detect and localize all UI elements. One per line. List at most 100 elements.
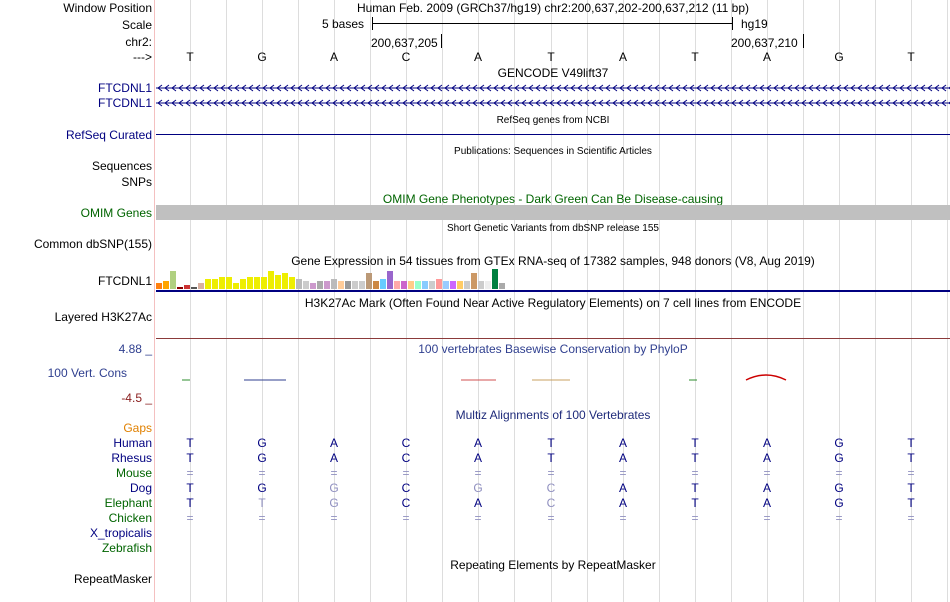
gencode-gene-1-track[interactable] <box>156 82 950 94</box>
gtex-tissue-bar[interactable] <box>282 273 288 289</box>
base-guide-line <box>551 0 552 602</box>
conservation-track[interactable] <box>156 370 950 384</box>
gtex-tissue-bar[interactable] <box>317 281 323 289</box>
gtex-tissue-bar[interactable] <box>443 281 449 289</box>
gtex-tissue-bar[interactable] <box>394 281 400 289</box>
multiz-title[interactable]: Multiz Alignments of 100 Vertebrates <box>455 408 651 422</box>
refseq-label[interactable]: RefSeq Curated <box>65 128 152 142</box>
gencode-title[interactable]: GENCODE V49lift37 <box>497 66 609 80</box>
h3k27ac-title[interactable]: H3K27Ac Mark (Often Found Near Active Re… <box>304 296 802 310</box>
gtex-tissue-bar[interactable] <box>338 281 344 289</box>
gtex-tissue-bar[interactable] <box>345 281 351 289</box>
gtex-tissue-bar[interactable] <box>289 277 295 289</box>
multiz-species-label[interactable]: Rhesus <box>111 451 152 465</box>
gtex-tissue-bar[interactable] <box>163 281 169 289</box>
gtex-tissue-bar[interactable] <box>191 287 197 289</box>
gtex-tissue-bar[interactable] <box>261 277 267 289</box>
repeatmasker-label[interactable]: RepeatMasker <box>73 572 152 586</box>
gtex-tissue-bar[interactable] <box>359 281 365 289</box>
multiz-base: = <box>474 511 482 525</box>
gtex-tissue-bar[interactable] <box>303 281 309 289</box>
gtex-tissue-bar[interactable] <box>268 271 274 289</box>
multiz-species-label[interactable]: Elephant <box>104 496 152 510</box>
gtex-tissue-bar[interactable] <box>226 277 232 289</box>
gtex-tissue-bar[interactable] <box>247 277 253 289</box>
repeatmasker-title[interactable]: Repeating Elements by RepeatMasker <box>450 558 656 572</box>
refseq-title[interactable]: RefSeq genes from NCBI <box>496 115 610 126</box>
gtex-tissue-bar[interactable] <box>415 281 421 289</box>
gtex-tissue-bar[interactable] <box>198 283 204 289</box>
multiz-species-label[interactable]: Dog <box>129 481 152 495</box>
gtex-tissue-bar[interactable] <box>471 273 477 289</box>
gtex-tissue-bar[interactable] <box>184 285 190 289</box>
gtex-tissue-bar[interactable] <box>310 283 316 289</box>
multiz-base: T <box>186 496 194 510</box>
gtex-tissue-bar[interactable] <box>254 277 260 289</box>
gtex-title[interactable]: Gene Expression in 54 tissues from GTEx … <box>291 254 815 268</box>
gtex-tissue-bar[interactable] <box>366 273 372 289</box>
gtex-tissue-bar[interactable] <box>352 281 358 289</box>
conservation-title[interactable]: 100 vertebrates Basewise Conservation by… <box>418 342 688 356</box>
base-guide-line <box>298 0 299 602</box>
gtex-tissue-bar[interactable] <box>499 283 505 289</box>
gtex-tissue-bar[interactable] <box>373 281 379 289</box>
multiz-base: G <box>257 481 267 495</box>
gtex-tissue-bar[interactable] <box>450 281 456 289</box>
publications-sequences-label[interactable]: Sequences <box>91 159 152 173</box>
gtex-tissue-bar[interactable] <box>205 279 211 289</box>
gtex-tissue-bar[interactable] <box>233 283 239 289</box>
gtex-tissue-bar[interactable] <box>219 277 225 289</box>
gtex-tissue-bar[interactable] <box>296 279 302 289</box>
h3k27ac-label[interactable]: Layered H3K27Ac <box>54 310 152 324</box>
multiz-species-label[interactable]: X_tropicalis <box>89 526 152 540</box>
omim-title[interactable]: OMIM Gene Phenotypes - Dark Green Can Be… <box>382 192 724 206</box>
gtex-tissue-bar[interactable] <box>436 279 442 289</box>
multiz-species-label[interactable]: Chicken <box>108 511 152 525</box>
gtex-tissue-bar[interactable] <box>408 281 414 289</box>
gencode-gene-2-label[interactable]: FTCDNL1 <box>97 96 152 110</box>
gencode-gene-1-label[interactable]: FTCDNL1 <box>97 81 152 95</box>
gencode-gene-2-track[interactable] <box>156 97 950 109</box>
gtex-tissue-bar[interactable] <box>422 281 428 289</box>
gtex-tissue-bar[interactable] <box>401 281 407 289</box>
base-guide-line <box>190 0 191 602</box>
gtex-label[interactable]: FTCDNL1 <box>97 274 152 288</box>
gtex-tissue-bar[interactable] <box>212 279 218 289</box>
gtex-tissue-bar[interactable] <box>324 281 330 289</box>
gtex-tissue-bar[interactable] <box>240 279 246 289</box>
gtex-tissue-bar[interactable] <box>485 281 491 289</box>
gtex-tissue-bar[interactable] <box>387 271 393 289</box>
gtex-bar-chart[interactable] <box>156 267 516 289</box>
multiz-species-label[interactable]: Gaps <box>123 421 152 435</box>
multiz-base: T <box>186 436 194 450</box>
gtex-tissue-bar[interactable] <box>275 275 281 289</box>
gtex-tissue-bar[interactable] <box>170 271 176 289</box>
gtex-tissue-bar[interactable] <box>457 281 463 289</box>
multiz-species-label[interactable]: Mouse <box>115 466 152 480</box>
multiz-base: C <box>401 451 411 465</box>
gtex-tissue-bar[interactable] <box>156 283 162 289</box>
refseq-track-line[interactable] <box>156 134 950 135</box>
gtex-tissue-bar[interactable] <box>464 281 470 289</box>
multiz-base: A <box>762 436 771 450</box>
omim-feature-bar[interactable] <box>156 205 950 220</box>
conservation-label[interactable]: 100 Vert. Cons <box>47 366 127 380</box>
omim-label[interactable]: OMIM Genes <box>80 206 152 220</box>
gtex-tissue-bar[interactable] <box>478 281 484 289</box>
multiz-base: T <box>691 481 699 495</box>
multiz-base: A <box>762 451 771 465</box>
gtex-tissue-bar[interactable] <box>331 279 337 289</box>
multiz-species-label[interactable]: Zebrafish <box>101 541 152 555</box>
publications-snps-label[interactable]: SNPs <box>121 175 152 189</box>
gtex-tissue-bar[interactable] <box>177 287 183 289</box>
gtex-tissue-bar[interactable] <box>380 279 386 289</box>
multiz-base: = <box>258 511 266 525</box>
base-guide-line <box>262 0 263 602</box>
dbsnp-title[interactable]: Short Genetic Variants from dbSNP releas… <box>447 223 659 234</box>
dbsnp-label[interactable]: Common dbSNP(155) <box>33 237 152 251</box>
multiz-base: = <box>619 511 627 525</box>
gtex-tissue-bar[interactable] <box>492 269 498 289</box>
gtex-tissue-bar[interactable] <box>429 281 435 289</box>
multiz-species-label[interactable]: Human <box>113 436 152 450</box>
publications-title[interactable]: Publications: Sequences in Scientific Ar… <box>454 146 652 157</box>
